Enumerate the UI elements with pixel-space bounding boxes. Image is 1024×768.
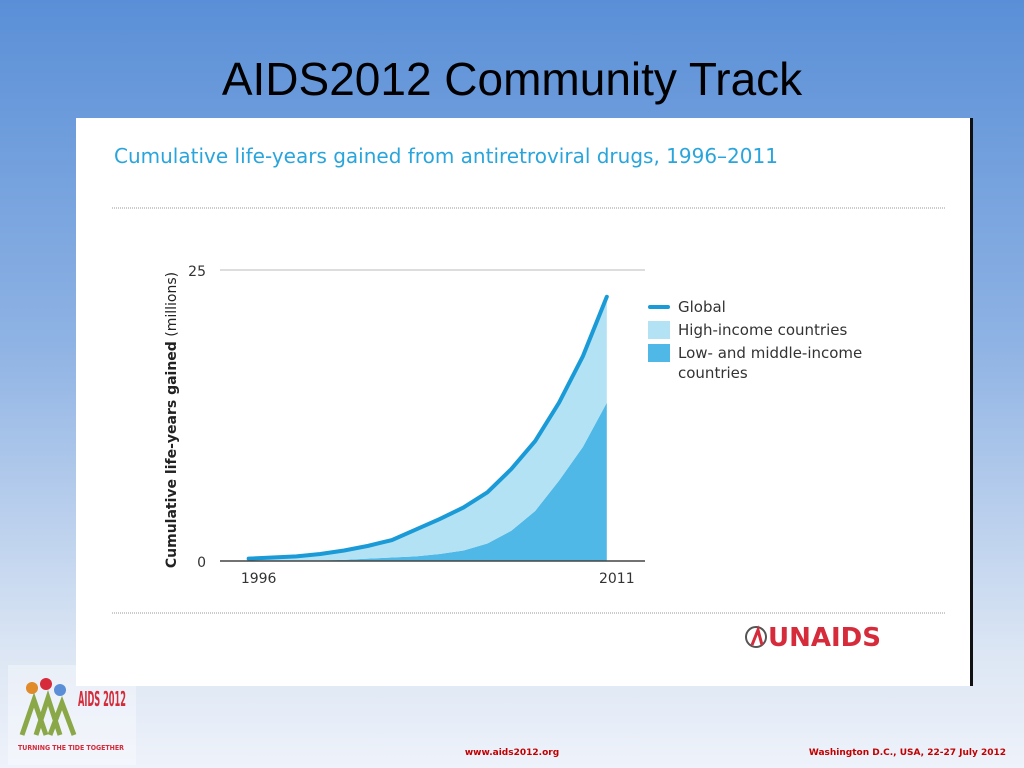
line [246, 294, 609, 561]
area [248, 296, 607, 561]
y-tick-label: 0 [197, 555, 206, 571]
legend-item: Global [648, 297, 898, 317]
y-label-main: Cumulative life-years gained [164, 341, 180, 568]
y-label-unit: (millions) [164, 272, 180, 337]
y-axis-label: Cumulative life-years gained (millions) [164, 272, 180, 568]
footer-url: www.aids2012.org [465, 748, 559, 758]
legend-item: Low- and middle-income countries [648, 343, 898, 383]
legend-item: High-income countries [648, 320, 898, 340]
legend-label: High-income countries [678, 321, 848, 339]
source-logo: UNAIDS [768, 623, 881, 653]
y-tick-label: 25 [188, 264, 206, 280]
legend: Global High-income countries Low- and midd… [648, 297, 898, 386]
logo-ribbons [19, 689, 77, 736]
footer-place-date: Washington D.C., USA, 22-27 July 2012 [809, 748, 1006, 758]
legend-swatch [648, 321, 670, 339]
chart-title: Cumulative life-years gained from antire… [114, 144, 778, 168]
x-tick-label: 2011 [599, 571, 635, 587]
legend-label: Global [678, 298, 726, 316]
plot-area [246, 294, 609, 561]
unaids-logo: UNAIDS [745, 623, 881, 653]
chart-panel [76, 118, 973, 686]
legend-swatch [648, 305, 670, 309]
event-tagline: TURNING THE TIDE TOGETHER [18, 744, 125, 752]
logo-ribbon [750, 625, 764, 646]
logo-figure [40, 678, 52, 690]
event-logo: AIDS 2012 TURNING THE TIDE TOGETHER [8, 665, 136, 765]
x-tick-label: 1996 [241, 571, 277, 587]
area [248, 402, 607, 561]
logo-figure [54, 684, 66, 696]
slide-title: AIDS2012 Community Track [221, 53, 803, 105]
logo-figure [26, 682, 38, 694]
logo-emblem [745, 626, 767, 648]
legend-label: Low- and middle-income countries [678, 344, 863, 382]
event-name: AIDS 2012 [78, 687, 126, 711]
grid [220, 269, 645, 562]
legend-swatch [648, 344, 670, 362]
